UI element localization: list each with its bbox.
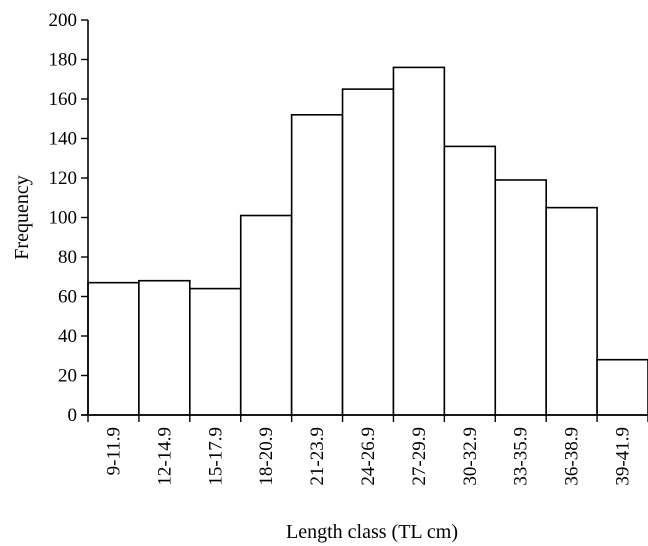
x-tick-label-21-23.9: 21-23.9	[307, 427, 328, 486]
y-tick-label-120: 120	[49, 168, 78, 189]
bar-36-38.9	[545, 206, 598, 416]
x-tick-label-27-29.9: 27-29.9	[409, 427, 430, 486]
y-tick-label-40: 40	[58, 326, 77, 347]
bar-18-20.9	[239, 214, 293, 416]
y-tick-label-140: 140	[49, 129, 78, 150]
x-tick-label-15-17.9: 15-17.9	[205, 427, 226, 486]
bar-9-11.9	[87, 281, 140, 416]
y-tick-label-100: 100	[49, 208, 78, 229]
bar-27-29.9	[392, 66, 446, 416]
x-tick-label-30-32.9: 30-32.9	[460, 427, 481, 486]
y-axis-title: Frequency	[11, 175, 33, 259]
bar-39-41.9	[596, 358, 648, 416]
y-tick-label-160: 160	[49, 89, 78, 110]
x-tick-label-12-14.9: 12-14.9	[154, 427, 175, 486]
bar-30-32.9	[443, 145, 497, 416]
x-tick-label-39-41.9: 39-41.9	[613, 427, 634, 486]
y-tick-label-180: 180	[49, 50, 78, 71]
y-tick-label-20: 20	[58, 366, 77, 387]
y-tick-label-0: 0	[68, 405, 78, 426]
x-tick-label-36-38.9: 36-38.9	[562, 427, 583, 486]
x-tick-label-9-11.9: 9-11.9	[103, 427, 124, 475]
x-axis: 9-11.9 12-14.9 15-17.9 18-20.9 21-23.9 24-26.…	[81, 414, 648, 486]
x-tick-label-33-35.9: 33-35.9	[511, 427, 532, 486]
y-tick-label-80: 80	[58, 247, 77, 268]
y-axis: 0 20 40 60 80 100 120 140 160 180 200	[49, 10, 89, 426]
x-axis-title: Length class (TL cm)	[286, 521, 458, 543]
bar-12-14.9	[138, 279, 191, 416]
bar-15-17.9	[189, 287, 242, 416]
bars-group	[87, 66, 648, 416]
bar-24-26.9	[341, 88, 395, 416]
bar-21-23.9	[290, 114, 344, 416]
bar-33-35.9	[494, 179, 547, 416]
x-tick-label-18-20.9: 18-20.9	[256, 427, 277, 486]
y-tick-label-200: 200	[49, 10, 78, 31]
y-tick-label-60: 60	[58, 287, 77, 308]
x-tick-label-24-26.9: 24-26.9	[358, 427, 379, 486]
